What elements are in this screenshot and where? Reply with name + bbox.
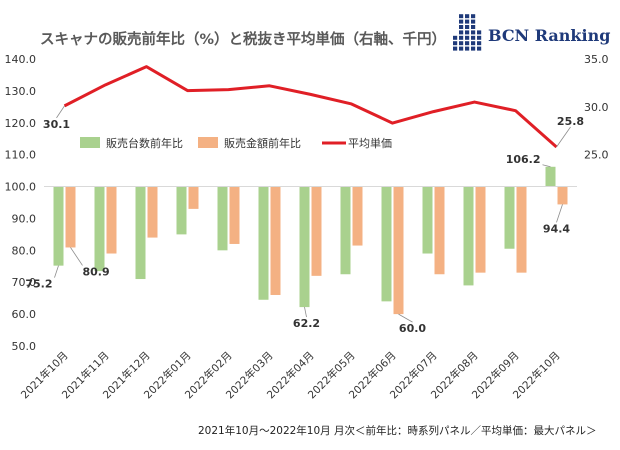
bar-amount: [475, 186, 486, 273]
data-label-leader: [56, 105, 65, 119]
y-left-tick-label: 100.0: [5, 181, 37, 194]
bar-amount: [516, 186, 527, 273]
data-label-leader: [54, 265, 59, 278]
data-label-leader: [398, 313, 413, 323]
data-label: 94.4: [543, 222, 570, 235]
logo-dot: [471, 46, 476, 51]
legend-swatch: [198, 137, 218, 148]
data-label-leader: [556, 204, 563, 223]
bar-units: [299, 186, 310, 308]
bcn-logo-icon: [453, 14, 485, 58]
logo-dot: [453, 41, 458, 46]
logo-dot: [477, 41, 482, 46]
y-left-tick-label: 80.0: [12, 244, 37, 257]
logo-dot: [465, 46, 470, 51]
y-left-tick-label: 130.0: [5, 85, 37, 98]
logo-dot: [477, 35, 482, 40]
bcn-logo-mark: [453, 14, 482, 51]
logo-dot: [465, 14, 470, 19]
y-left-tick-label: 140.0: [5, 53, 37, 66]
bar-units: [463, 186, 474, 286]
bar-units: [340, 186, 351, 275]
y-left-tick-label: 120.0: [5, 117, 37, 130]
bar-amount: [393, 186, 404, 315]
bar-amount: [106, 186, 117, 254]
y-left-tick-label: 60.0: [12, 308, 37, 321]
logo-dot: [459, 30, 464, 35]
data-label-leader: [304, 307, 307, 318]
bar-amount: [229, 186, 240, 244]
bar-amount: [434, 186, 445, 275]
bar-amount: [557, 186, 568, 205]
data-label: 80.9: [83, 265, 110, 278]
bar-amount: [188, 186, 199, 209]
logo-dot: [465, 35, 470, 40]
y-left-tick-label: 70.0: [12, 276, 37, 289]
y-left-tick-label: 90.0: [12, 212, 37, 225]
bar-units: [422, 186, 433, 254]
legend-label: 販売台数前年比: [106, 136, 183, 150]
bar-amount: [147, 186, 158, 238]
legend-label: 平均単価: [348, 136, 392, 150]
bar-amount: [352, 186, 363, 246]
y-left-tick-label: 50.0: [12, 340, 37, 353]
y-right-tick-label: 25.0: [584, 149, 609, 162]
chart-title: スキャナの販売前年比（%）と税抜き平均単価（右軸、千円）: [40, 32, 447, 48]
bar-units: [53, 186, 64, 266]
logo-dot: [459, 41, 464, 46]
legend-swatch: [80, 137, 100, 148]
data-label-leader: [542, 164, 551, 168]
data-label: 106.2: [506, 153, 541, 166]
logo-dot: [471, 19, 476, 24]
data-label: 75.2: [25, 278, 52, 291]
data-label-leader: [70, 247, 83, 266]
bar-units: [217, 186, 228, 251]
logo-dot: [459, 35, 464, 40]
bar-units: [176, 186, 187, 235]
logo-dot: [459, 19, 464, 24]
logo-dot: [453, 35, 458, 40]
logo-dot: [459, 14, 464, 19]
bar-units: [504, 186, 515, 249]
legend-label: 販売金額前年比: [224, 136, 301, 150]
logo-dot: [471, 30, 476, 35]
logo-dot: [471, 25, 476, 29]
y-right-tick-label: 35.0: [584, 53, 609, 66]
bar-amount: [270, 186, 281, 295]
data-label-leader: [556, 126, 571, 148]
bar-amount: [311, 186, 322, 276]
logo-dot: [465, 30, 470, 35]
chart-footnote: 2021年10月～2022年10月 月次＜前年比：時系列パネル／平均単価：最大パ…: [198, 425, 597, 437]
data-label: 25.8: [557, 115, 584, 128]
price-line: [63, 65, 558, 149]
bar-units: [94, 186, 105, 272]
logo-dot: [465, 41, 470, 46]
logo-dot: [471, 14, 476, 19]
logo-dot: [459, 46, 464, 51]
data-label: 60.0: [399, 322, 426, 335]
bar-amount: [65, 186, 76, 248]
logo-dot: [465, 25, 470, 29]
bcn-logo-text: BCN Ranking: [488, 26, 611, 45]
bar-units: [258, 186, 269, 300]
logo-dot: [459, 25, 464, 29]
data-label: 30.1: [43, 118, 70, 131]
logo-dot: [477, 30, 482, 35]
logo-dot: [465, 19, 470, 24]
bar-units: [135, 186, 146, 280]
logo-dot: [471, 41, 476, 46]
logo-dot: [471, 35, 476, 40]
bar-units: [381, 186, 392, 302]
bar-units: [545, 166, 556, 187]
y-left-tick-label: 110.0: [5, 149, 37, 162]
logo-dot: [453, 46, 458, 51]
data-label: 62.2: [293, 317, 320, 330]
y-right-tick-label: 30.0: [584, 101, 609, 114]
logo-dot: [477, 46, 482, 51]
